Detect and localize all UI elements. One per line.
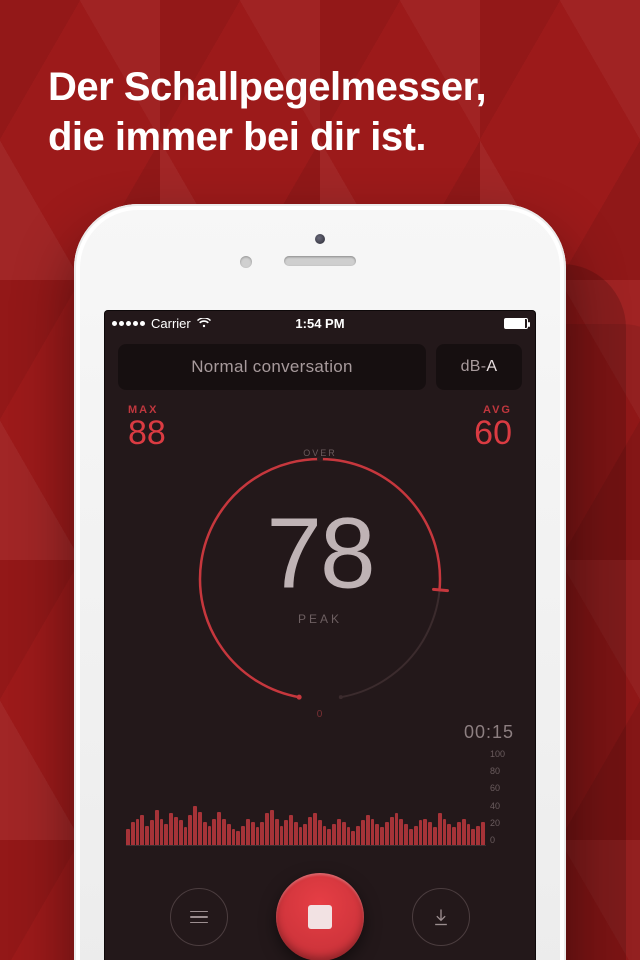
status-left: Carrier	[112, 316, 211, 331]
download-icon	[431, 907, 451, 927]
noise-description-button[interactable]: Normal conversation	[118, 344, 426, 390]
gauge: OVER 78 PEAK 0	[104, 430, 536, 728]
unit-prefix: dB-	[461, 358, 487, 376]
waveform-y-ticks: 100806040200	[490, 749, 516, 845]
waveform-baseline	[126, 845, 486, 846]
wifi-icon	[197, 318, 211, 328]
peak-value: 78	[266, 497, 373, 612]
app-screen: Carrier 1:54 PM Normal conversation dB-A…	[104, 310, 536, 960]
status-time: 1:54 PM	[295, 316, 344, 331]
promo-headline-line2: die immer bei dir ist.	[48, 112, 592, 162]
stop-icon	[308, 905, 332, 929]
status-right	[504, 318, 528, 329]
phone-earpiece	[284, 256, 356, 266]
promo-headline-line1: Der Schallpegelmesser,	[48, 62, 592, 112]
record-stop-button[interactable]	[276, 873, 364, 960]
battery-icon	[504, 318, 528, 329]
signal-dots-icon	[112, 321, 145, 326]
menu-button[interactable]	[170, 888, 228, 946]
phone-camera	[315, 234, 325, 244]
controls-row	[104, 873, 536, 960]
status-bar: Carrier 1:54 PM	[104, 310, 536, 336]
unit-weighting: A	[486, 358, 497, 376]
save-button[interactable]	[412, 888, 470, 946]
phone-frame: Carrier 1:54 PM Normal conversation dB-A…	[74, 204, 566, 960]
phone-proximity-sensor	[240, 256, 252, 268]
peak-label: PEAK	[298, 612, 342, 626]
zero-label: 0	[317, 709, 324, 720]
noise-description-label: Normal conversation	[191, 357, 353, 377]
waveform-chart: 100806040200	[126, 753, 514, 845]
unit-toggle-button[interactable]: dB-A	[436, 344, 522, 390]
header-pills: Normal conversation dB-A	[104, 336, 536, 390]
waveform-bars	[126, 757, 486, 845]
carrier-label: Carrier	[151, 316, 191, 331]
menu-icon	[190, 907, 208, 928]
promo-headline: Der Schallpegelmesser, die immer bei dir…	[48, 62, 592, 162]
